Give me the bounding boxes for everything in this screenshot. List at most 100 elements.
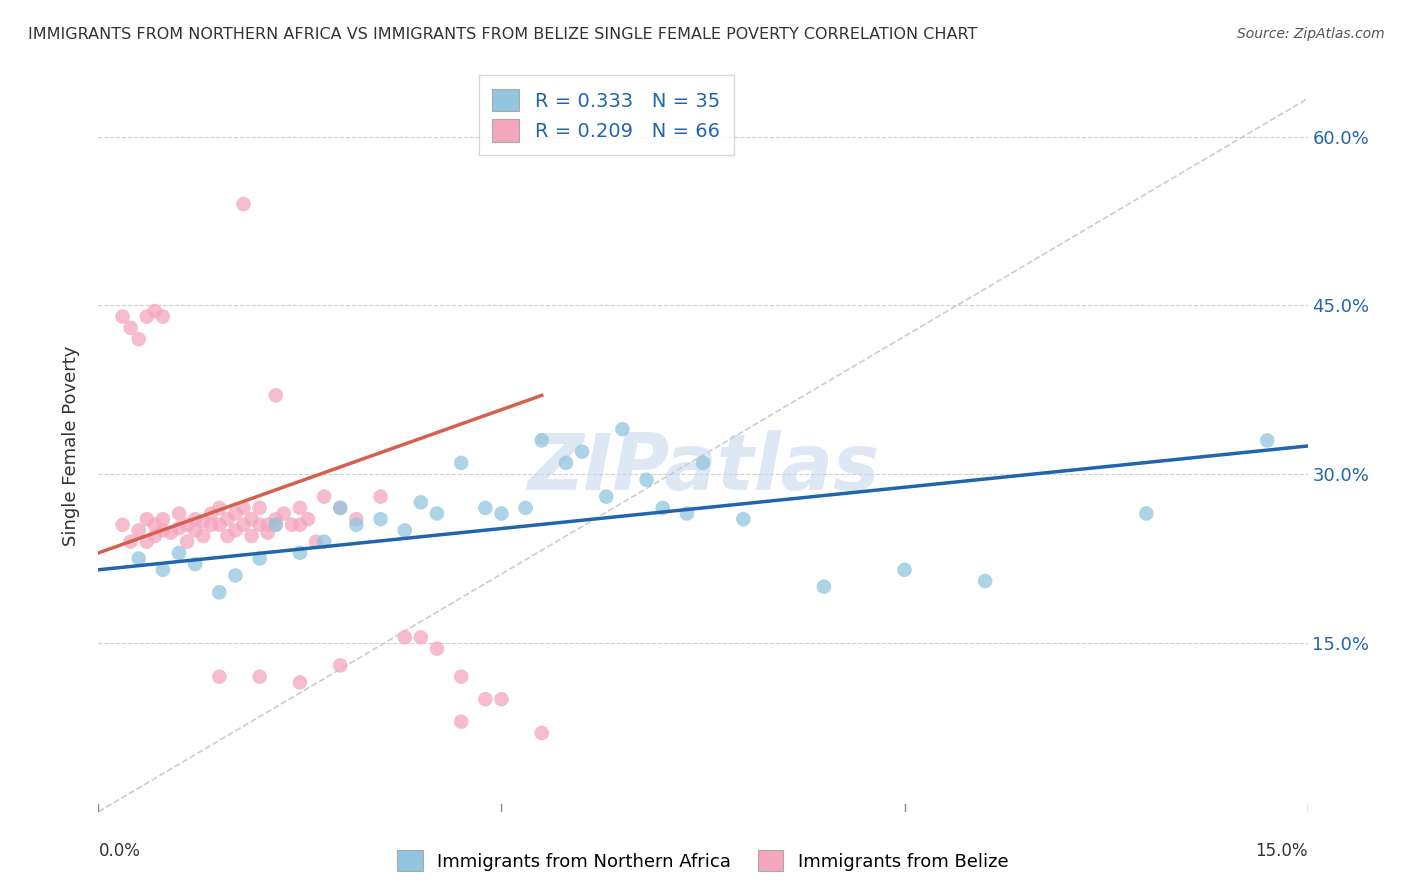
Point xyxy=(344,517,367,532)
Point xyxy=(264,388,287,402)
Point xyxy=(176,517,198,532)
Point xyxy=(143,517,166,532)
Point xyxy=(128,551,150,566)
Point xyxy=(491,692,513,706)
Point xyxy=(208,500,231,515)
Legend: R = 0.333   N = 35, R = 0.209   N = 66: R = 0.333 N = 35, R = 0.209 N = 66 xyxy=(478,75,734,155)
Point xyxy=(612,422,634,436)
Point xyxy=(135,512,157,526)
Text: IMMIGRANTS FROM NORTHERN AFRICA VS IMMIGRANTS FROM BELIZE SINGLE FEMALE POVERTY : IMMIGRANTS FROM NORTHERN AFRICA VS IMMIG… xyxy=(28,27,977,42)
Text: 0.0%: 0.0% xyxy=(98,842,141,860)
Point xyxy=(167,546,190,560)
Point xyxy=(1135,507,1157,521)
Point xyxy=(273,507,295,521)
Point xyxy=(329,500,352,515)
Point xyxy=(111,310,134,324)
Point xyxy=(344,512,367,526)
Point xyxy=(208,670,231,684)
Point xyxy=(491,507,513,521)
Point xyxy=(249,500,271,515)
Point xyxy=(193,529,215,543)
Point xyxy=(305,534,328,549)
Point xyxy=(232,197,254,211)
Point xyxy=(184,512,207,526)
Point xyxy=(394,524,416,538)
Point xyxy=(692,456,714,470)
Point xyxy=(676,507,699,521)
Point xyxy=(394,630,416,644)
Point xyxy=(813,580,835,594)
Point xyxy=(256,517,278,532)
Point xyxy=(450,456,472,470)
Point xyxy=(184,524,207,538)
Point xyxy=(184,557,207,571)
Point xyxy=(224,507,246,521)
Point xyxy=(224,568,246,582)
Point xyxy=(200,517,222,532)
Point xyxy=(636,473,658,487)
Text: Source: ZipAtlas.com: Source: ZipAtlas.com xyxy=(1237,27,1385,41)
Point xyxy=(249,551,271,566)
Point xyxy=(240,529,263,543)
Point xyxy=(370,512,392,526)
Point xyxy=(200,507,222,521)
Point xyxy=(256,525,278,540)
Legend: Immigrants from Northern Africa, Immigrants from Belize: Immigrants from Northern Africa, Immigra… xyxy=(391,843,1015,879)
Point xyxy=(409,630,432,644)
Point xyxy=(143,304,166,318)
Point xyxy=(571,444,593,458)
Point xyxy=(193,515,215,529)
Point xyxy=(893,563,915,577)
Point xyxy=(474,500,496,515)
Point xyxy=(426,507,449,521)
Point xyxy=(249,517,271,532)
Point xyxy=(128,332,150,346)
Point xyxy=(240,512,263,526)
Y-axis label: Single Female Poverty: Single Female Poverty xyxy=(62,346,80,546)
Point xyxy=(733,512,755,526)
Point xyxy=(530,726,553,740)
Point xyxy=(329,658,352,673)
Point xyxy=(217,529,239,543)
Point xyxy=(426,641,449,656)
Point xyxy=(651,500,673,515)
Point xyxy=(208,585,231,599)
Point xyxy=(208,517,231,532)
Point xyxy=(111,517,134,532)
Point xyxy=(264,512,287,526)
Point xyxy=(409,495,432,509)
Point xyxy=(249,670,271,684)
Point xyxy=(1256,434,1278,448)
Point xyxy=(329,500,352,515)
Text: ZIPatlas: ZIPatlas xyxy=(527,430,879,506)
Point xyxy=(176,534,198,549)
Point xyxy=(530,434,553,448)
Point xyxy=(217,512,239,526)
Point xyxy=(160,525,183,540)
Point xyxy=(264,517,287,532)
Point xyxy=(143,529,166,543)
Point xyxy=(515,500,537,515)
Point xyxy=(370,490,392,504)
Point xyxy=(474,692,496,706)
Point xyxy=(224,524,246,538)
Point xyxy=(288,675,311,690)
Text: 15.0%: 15.0% xyxy=(1256,842,1308,860)
Point xyxy=(152,310,174,324)
Point xyxy=(297,512,319,526)
Point xyxy=(135,534,157,549)
Point xyxy=(288,517,311,532)
Point xyxy=(120,321,142,335)
Point xyxy=(152,524,174,538)
Point xyxy=(232,517,254,532)
Point xyxy=(555,456,578,470)
Point xyxy=(288,500,311,515)
Point xyxy=(135,310,157,324)
Point xyxy=(152,563,174,577)
Point xyxy=(232,500,254,515)
Point xyxy=(281,517,304,532)
Point xyxy=(264,517,287,532)
Point xyxy=(450,714,472,729)
Point xyxy=(167,521,190,535)
Point xyxy=(288,546,311,560)
